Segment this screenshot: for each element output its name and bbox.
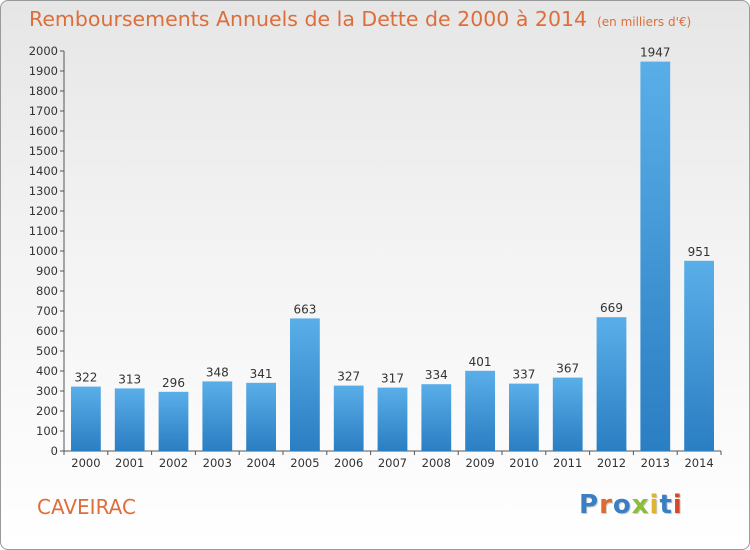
logo-letter: i xyxy=(672,490,683,520)
data-label-2000: 322 xyxy=(74,371,97,385)
y-tick-label: 1700 xyxy=(29,104,58,118)
y-tick-label: 300 xyxy=(36,384,58,398)
y-tick-label: 1600 xyxy=(29,124,58,138)
bar-2003 xyxy=(202,381,233,451)
y-tick-label: 200 xyxy=(36,404,58,418)
y-tick-label: 400 xyxy=(36,364,58,378)
data-label-2009: 401 xyxy=(469,355,492,369)
y-tick-label: 1000 xyxy=(29,244,58,258)
chart-title: Remboursements Annuels de la Dette de 20… xyxy=(29,7,691,31)
x-tick-label: 2013 xyxy=(641,456,670,470)
bar-2012 xyxy=(596,317,627,451)
bar-2014 xyxy=(684,260,714,451)
data-label-2002: 296 xyxy=(162,376,185,390)
logo-letter: x xyxy=(631,490,650,520)
x-tick-label: 2001 xyxy=(115,456,144,470)
bar-2004 xyxy=(246,382,276,451)
bar-2005 xyxy=(290,318,320,451)
data-label-2004: 341 xyxy=(250,367,273,381)
x-tick-label: 2002 xyxy=(159,456,188,470)
unit-label: (en milliers d'€) xyxy=(597,15,692,29)
x-tick-label: 2011 xyxy=(553,456,582,470)
y-tick-label: 600 xyxy=(36,324,58,338)
bar-2006 xyxy=(333,385,364,451)
y-tick-label: 0 xyxy=(51,444,58,458)
data-label-2012: 669 xyxy=(600,301,623,315)
logo-letter: t xyxy=(659,490,673,520)
x-tick-label: 2005 xyxy=(290,456,319,470)
data-label-2006: 327 xyxy=(337,370,360,384)
x-tick-label: 2008 xyxy=(422,456,451,470)
y-tick-label: 700 xyxy=(36,304,58,318)
proxiti-logo: Proxiti xyxy=(579,490,699,524)
bar-2001 xyxy=(114,388,145,451)
bar-2009 xyxy=(465,370,495,451)
data-label-2008: 334 xyxy=(425,368,448,382)
x-tick-label: 2010 xyxy=(509,456,538,470)
data-label-2013: 1947 xyxy=(640,46,671,60)
y-tick-label: 2000 xyxy=(29,44,58,58)
x-axis: 2000 2001 2002 2003 2004 2005 2006 2007 2008 2009… xyxy=(63,450,722,470)
data-labels: 322 313 296 348 341 663 327 317 334 401 337 367 669 1… xyxy=(74,46,710,390)
x-tick-label: 2004 xyxy=(246,456,275,470)
data-label-2014: 951 xyxy=(688,245,711,259)
bar-2000 xyxy=(71,386,101,451)
y-tick-label: 1100 xyxy=(29,224,58,238)
y-tick-label: 1500 xyxy=(29,144,58,158)
data-label-2005: 663 xyxy=(293,302,316,316)
bar-2007 xyxy=(377,387,408,451)
y-tick-label: 1300 xyxy=(29,184,58,198)
y-tick-label: 800 xyxy=(36,284,58,298)
logo-letter: i xyxy=(649,490,660,520)
x-tick-label: 2007 xyxy=(378,456,407,470)
bar-2008 xyxy=(421,384,452,451)
data-label-2001: 313 xyxy=(118,372,141,386)
y-tick-label: 900 xyxy=(36,264,58,278)
data-label-2003: 348 xyxy=(206,365,229,379)
y-tick-label: 100 xyxy=(36,424,58,438)
bar-2011 xyxy=(552,377,583,451)
data-label-2011: 367 xyxy=(556,362,579,376)
y-tick-label: 1800 xyxy=(29,84,58,98)
bar-2002 xyxy=(158,391,189,451)
bars xyxy=(71,61,714,451)
y-tick-label: 1200 xyxy=(29,204,58,218)
y-tick-label: 1900 xyxy=(29,64,58,78)
x-tick-label: 2014 xyxy=(684,456,713,470)
bar-2010 xyxy=(509,383,539,451)
x-tick-label: 2000 xyxy=(71,456,100,470)
x-tick-label: 2006 xyxy=(334,456,363,470)
logo-letter: r xyxy=(599,490,613,520)
logo-letter: o xyxy=(612,490,632,520)
logo-letter: P xyxy=(579,490,600,520)
y-tick-label: 500 xyxy=(36,344,58,358)
x-tick-label: 2012 xyxy=(597,456,626,470)
data-label-2010: 337 xyxy=(512,368,535,382)
x-tick-label: 2009 xyxy=(465,456,494,470)
title-text: Remboursements Annuels de la Dette de 20… xyxy=(29,7,588,31)
y-tick-label: 1400 xyxy=(29,164,58,178)
commune-name: CAVEIRAC xyxy=(37,495,136,519)
x-tick-label: 2003 xyxy=(203,456,232,470)
data-label-2007: 317 xyxy=(381,372,404,386)
y-axis: 0 100 200 300 400 500 600 700 800 900 1000 1100 1200… xyxy=(29,44,65,458)
bar-2013 xyxy=(640,61,671,451)
